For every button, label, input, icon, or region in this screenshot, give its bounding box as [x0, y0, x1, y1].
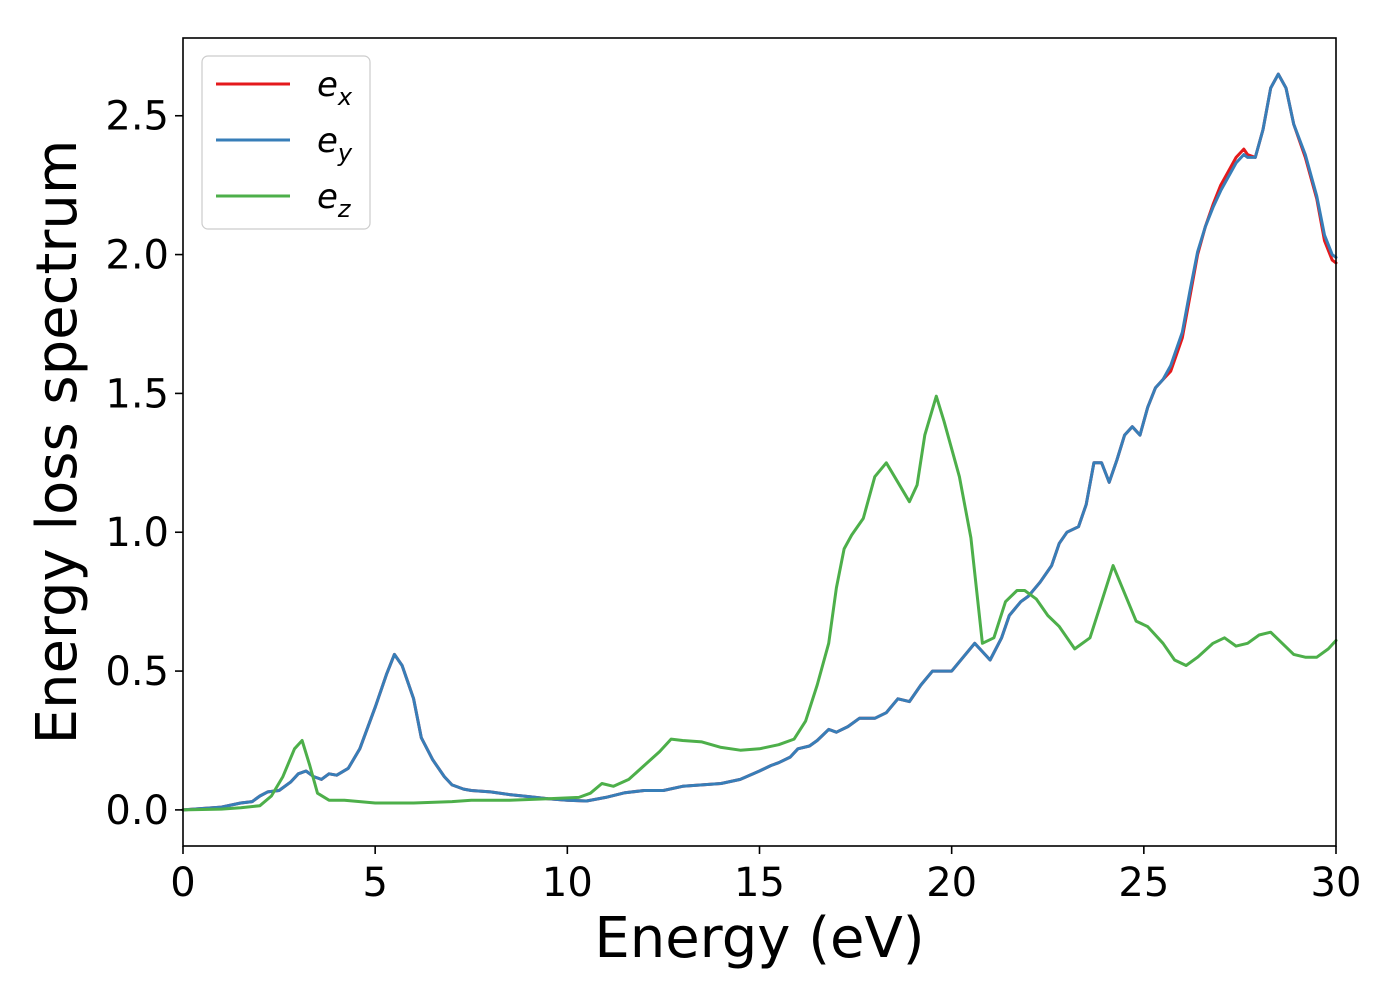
series-line-ez	[181, 394, 1338, 812]
y-axis-label: Energy loss spectrum	[25, 140, 90, 745]
x-tick-label: 25	[1118, 860, 1169, 906]
legend-entry-ey: ey	[216, 121, 353, 167]
x-tick-label: 0	[170, 860, 195, 906]
x-tick-label: 5	[362, 860, 387, 906]
series-layer	[181, 72, 1338, 812]
y-tick-label: 1.5	[105, 371, 169, 417]
x-tick-label: 20	[926, 860, 977, 906]
x-tick-label: 30	[1311, 860, 1362, 906]
series-line-ey	[181, 72, 1338, 812]
y-tick-label: 0.0	[105, 788, 169, 834]
legend-entry-ex: ex	[216, 65, 353, 111]
y-tick-label: 2.5	[105, 94, 169, 140]
x-axis-label: Energy (eV)	[594, 906, 924, 971]
y-ticks: 0.0 0.5 1.0 1.5 2.0 2.5	[105, 94, 183, 834]
x-tick-label: 10	[542, 860, 593, 906]
y-tick-label: 2.0	[105, 233, 169, 279]
legend: ex ey ez	[201, 55, 371, 230]
x-ticks: 0 5 10 15 20 25 30	[170, 846, 1361, 906]
y-tick-label: 0.5	[105, 649, 169, 695]
x-tick-label: 15	[734, 860, 785, 906]
legend-label: ey	[317, 121, 353, 167]
legend-entry-ez: ez	[216, 177, 352, 223]
legend-label: ex	[317, 65, 353, 111]
legend-label: ez	[317, 177, 352, 223]
y-tick-label: 1.0	[105, 510, 169, 556]
legend-box	[201, 55, 371, 230]
